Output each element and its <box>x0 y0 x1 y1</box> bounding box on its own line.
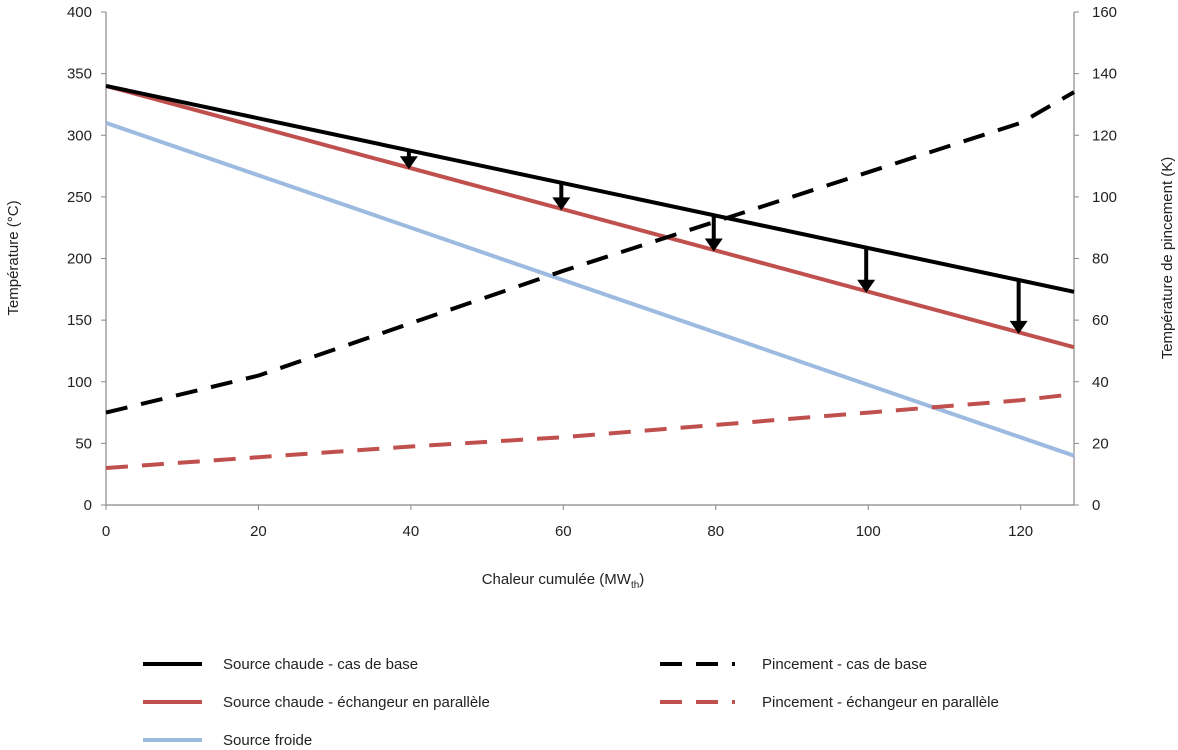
x-tick-label: 100 <box>856 523 881 540</box>
arrow-annotation-3 <box>857 247 876 293</box>
series-line-1 <box>105 83 1075 350</box>
series-line-0 <box>105 83 1075 294</box>
arrow-annotation-4 <box>1009 279 1028 334</box>
legend-label: Pincement - cas de base <box>762 656 927 673</box>
x-axis-title: Chaleur cumulée (MWth) <box>482 571 645 591</box>
arrow-annotation-1 <box>552 182 571 211</box>
arrow-head <box>399 156 418 170</box>
y-right-axis-title: Température de pincement (K) <box>1159 157 1176 360</box>
y-right-tick-label: 80 <box>1092 251 1109 268</box>
y-right-tick-label: 60 <box>1092 312 1109 329</box>
x-axis-title-end: ) <box>639 571 644 588</box>
y-left-tick-label: 300 <box>67 127 92 144</box>
legend-entry-0: Source chaude - cas de base <box>143 656 418 673</box>
series-line-2 <box>105 121 1075 458</box>
legend-entry-1: Source chaude - échangeur en parallèle <box>143 694 490 711</box>
y-right-tick-label: 120 <box>1092 127 1117 144</box>
legend-entry-4: Pincement - échangeur en parallèle <box>660 694 999 711</box>
axes: 0501001502002503003504000204060801001201… <box>67 4 1117 540</box>
x-axis-title-main: Chaleur cumulée (MW <box>482 571 632 588</box>
x-tick-label: 20 <box>250 523 267 540</box>
y-left-tick-label: 250 <box>67 189 92 206</box>
y-right-tick-label: 140 <box>1092 66 1117 83</box>
x-axis-title-subscript: th <box>631 580 639 591</box>
x-tick-label: 80 <box>707 523 724 540</box>
y-right-tick-label: 40 <box>1092 374 1109 391</box>
series-layer <box>105 83 1075 470</box>
legend-label: Source froide <box>223 732 312 749</box>
y-left-tick-label: 100 <box>67 374 92 391</box>
y-right-tick-label: 100 <box>1092 189 1117 206</box>
legend: Source chaude - cas de base Source chaude… <box>143 656 999 749</box>
arrow-head <box>704 238 723 252</box>
y-left-axis-title: Température (°C) <box>5 200 22 315</box>
y-right-tick-label: 0 <box>1092 497 1100 514</box>
y-left-tick-label: 0 <box>84 497 92 514</box>
x-tick-label: 60 <box>555 523 572 540</box>
arrow-head <box>552 197 571 211</box>
legend-label: Pincement - échangeur en parallèle <box>762 694 999 711</box>
x-tick-label: 120 <box>1008 523 1033 540</box>
y-left-tick-label: 350 <box>67 66 92 83</box>
y-right-tick-label: 20 <box>1092 435 1109 452</box>
x-tick-label: 40 <box>403 523 420 540</box>
x-tick-label: 0 <box>102 523 110 540</box>
legend-label: Source chaude - cas de base <box>223 656 418 673</box>
y-right-tick-label: 160 <box>1092 4 1117 21</box>
y-left-tick-label: 200 <box>67 251 92 268</box>
legend-entry-2: Source froide <box>143 732 312 749</box>
arrow-head <box>1009 320 1028 334</box>
arrow-head <box>857 279 876 293</box>
arrow-annotation-2 <box>704 214 723 252</box>
legend-label: Source chaude - échangeur en parallèle <box>223 694 490 711</box>
arrow-layer <box>399 149 1028 334</box>
y-left-tick-label: 400 <box>67 4 92 21</box>
series-line-3 <box>105 90 1075 415</box>
legend-entry-3: Pincement - cas de base <box>660 656 927 673</box>
y-left-tick-label: 150 <box>67 312 92 329</box>
arrow-annotation-0 <box>399 149 418 170</box>
y-left-tick-label: 50 <box>75 435 92 452</box>
